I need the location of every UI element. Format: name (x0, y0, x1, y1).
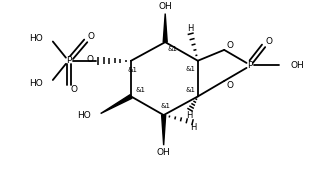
Polygon shape (163, 14, 167, 42)
Text: O: O (71, 85, 78, 94)
Text: H: H (186, 111, 193, 120)
Text: HO: HO (29, 79, 43, 88)
Text: O: O (226, 81, 233, 90)
Text: HO: HO (77, 111, 91, 120)
Text: OH: OH (158, 2, 172, 11)
Text: O: O (266, 37, 273, 46)
Text: H: H (190, 123, 196, 132)
Text: H: H (187, 24, 193, 33)
Text: O: O (86, 55, 93, 64)
Text: OH: OH (291, 61, 304, 70)
Polygon shape (100, 95, 132, 113)
Text: &1: &1 (128, 67, 138, 73)
Text: O: O (226, 41, 233, 50)
Text: OH: OH (157, 148, 170, 157)
Text: P: P (66, 56, 72, 65)
Text: &1: &1 (186, 65, 196, 72)
Text: P: P (248, 61, 253, 70)
Text: &1: &1 (160, 103, 170, 109)
Text: HO: HO (29, 34, 43, 43)
Text: &1: &1 (135, 87, 145, 93)
Text: &1: &1 (167, 46, 177, 52)
Text: O: O (88, 32, 95, 41)
Text: &1: &1 (186, 87, 196, 93)
Polygon shape (162, 115, 166, 145)
